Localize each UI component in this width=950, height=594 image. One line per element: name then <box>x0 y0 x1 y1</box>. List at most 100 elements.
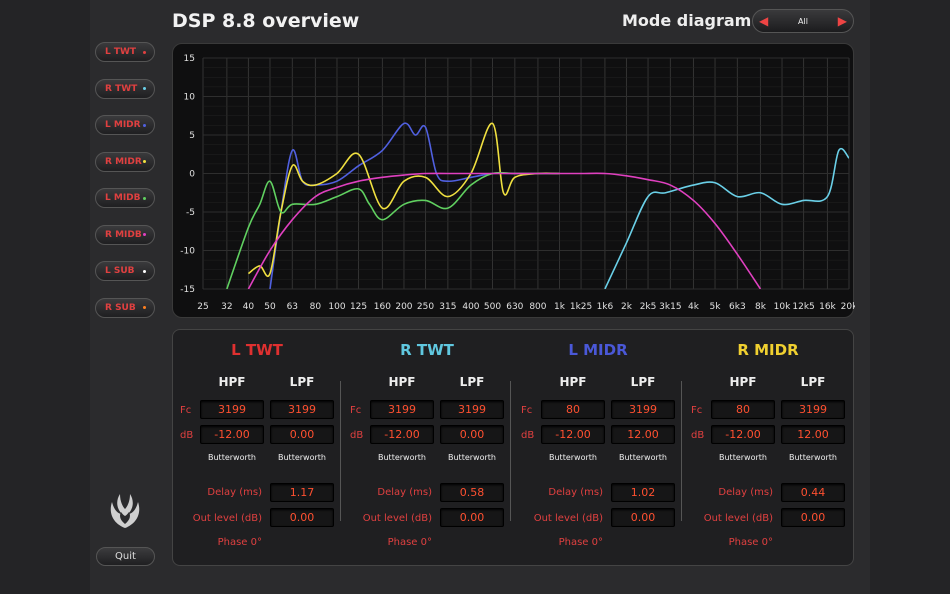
channel-button-label: L MIDB <box>105 193 141 203</box>
x-tick-label: 20k <box>841 302 855 312</box>
panel-divider <box>340 381 341 521</box>
y-tick-label: -5 <box>186 208 195 218</box>
hpf-filter-type[interactable]: Butterworth <box>549 453 597 462</box>
delay-field[interactable]: 1.02 <box>611 483 675 502</box>
channel-button-label: L SUB <box>105 266 135 276</box>
next-mode-icon[interactable]: ▶ <box>837 14 847 28</box>
prev-mode-icon[interactable]: ◀ <box>759 14 769 28</box>
response-curve <box>269 122 560 289</box>
right-backdrop <box>870 0 950 594</box>
hpf-fc-field[interactable]: 3199 <box>370 400 434 419</box>
lpf-db-field[interactable]: 0.00 <box>270 425 334 444</box>
hpf-fc-field[interactable]: 80 <box>541 400 605 419</box>
channel-button-l-twt[interactable]: L TWT <box>95 42 155 62</box>
lpf-fc-field[interactable]: 3199 <box>781 400 845 419</box>
channel-column: R TWT HPF LPF Fc dB 3199 3199 -12.00 0.00 Butterw… <box>342 329 512 566</box>
x-tick-label: 1k <box>554 302 566 312</box>
lpf-db-field[interactable]: 12.00 <box>611 425 675 444</box>
phase-label[interactable]: Phase 0° <box>728 537 773 548</box>
x-tick-label: 12k5 <box>792 302 814 312</box>
x-tick-label: 315 <box>439 302 456 312</box>
delay-field[interactable]: 1.17 <box>270 483 334 502</box>
delay-field[interactable]: 0.44 <box>781 483 845 502</box>
hpf-db-field[interactable]: -12.00 <box>541 425 605 444</box>
y-tick-label: -10 <box>180 247 195 257</box>
out-level-field[interactable]: 0.00 <box>781 508 845 527</box>
x-tick-label: 250 <box>417 302 434 312</box>
channel-indicator-dot <box>143 123 146 127</box>
channel-indicator-dot <box>143 160 146 163</box>
hpf-filter-type[interactable]: Butterworth <box>378 453 426 462</box>
hpf-db-field[interactable]: -12.00 <box>711 425 775 444</box>
lpf-db-field[interactable]: 12.00 <box>781 425 845 444</box>
channel-button-r-midr[interactable]: R MIDR <box>95 151 155 172</box>
phase-label[interactable]: Phase 0° <box>558 537 603 548</box>
hpf-fc-field[interactable]: 3199 <box>200 400 264 419</box>
x-tick-label: 200 <box>395 302 412 312</box>
x-tick-label: 32 <box>221 302 232 312</box>
lpf-filter-type[interactable]: Butterworth <box>789 453 837 462</box>
hpf-db-field[interactable]: -12.00 <box>370 425 434 444</box>
out-level-label: Out level (dB) <box>533 513 603 524</box>
phoenix-logo-icon <box>110 494 140 528</box>
hpf-db-field[interactable]: -12.00 <box>200 425 264 444</box>
response-curve <box>226 171 560 289</box>
quit-button[interactable]: Quit <box>96 547 155 566</box>
lpf-db-field[interactable]: 0.00 <box>440 425 504 444</box>
channel-title: R MIDR <box>737 341 799 359</box>
out-level-field[interactable]: 0.00 <box>440 508 504 527</box>
x-tick-label: 4k <box>688 302 700 312</box>
channel-title: L TWT <box>231 341 283 359</box>
phase-label[interactable]: Phase 0° <box>217 537 262 548</box>
lpf-filter-type[interactable]: Butterworth <box>448 453 496 462</box>
delay-field[interactable]: 0.58 <box>440 483 504 502</box>
db-label: dB <box>691 430 705 441</box>
response-curve <box>247 172 762 289</box>
channel-button-label: R TWT <box>105 83 138 94</box>
y-tick-label: 10 <box>184 93 196 103</box>
hpf-filter-type[interactable]: Butterworth <box>719 453 767 462</box>
y-tick-label: 15 <box>184 54 195 64</box>
lpf-header: LPF <box>800 375 826 389</box>
channel-button-l-sub[interactable]: L SUB <box>95 261 155 281</box>
delay-label: Delay (ms) <box>718 487 773 498</box>
lpf-filter-type[interactable]: Butterworth <box>278 453 326 462</box>
panel-divider <box>510 381 511 521</box>
channel-indicator-dot <box>143 87 146 90</box>
lpf-fc-field[interactable]: 3199 <box>440 400 504 419</box>
x-tick-label: 100 <box>328 302 345 312</box>
delay-label: Delay (ms) <box>207 487 262 498</box>
db-label: dB <box>350 430 364 441</box>
phase-label[interactable]: Phase 0° <box>387 537 432 548</box>
fc-label: Fc <box>350 405 362 416</box>
hpf-header: HPF <box>218 375 246 389</box>
hpf-filter-type[interactable]: Butterworth <box>208 453 256 462</box>
channel-indicator-dot <box>143 50 146 54</box>
mode-diagram-label: Mode diagram <box>622 11 752 30</box>
channel-button-label: R MIDB <box>105 229 142 240</box>
channel-button-l-midb[interactable]: L MIDB <box>95 188 155 208</box>
x-tick-label: 160 <box>374 302 391 312</box>
channel-button-r-sub[interactable]: R SUB <box>95 297 155 318</box>
lpf-header: LPF <box>630 375 656 389</box>
mode-selector[interactable]: ◀ All ▶ <box>752 9 854 33</box>
out-level-field[interactable]: 0.00 <box>270 508 334 527</box>
channel-button-r-twt[interactable]: R TWT <box>95 78 155 99</box>
lpf-fc-field[interactable]: 3199 <box>270 400 334 419</box>
channel-column: L TWT HPF LPF Fc dB 3199 3199 -12.00 0.00 Butterw… <box>172 329 342 566</box>
channel-button-label: R SUB <box>105 302 136 313</box>
channel-indicator-dot <box>143 196 146 200</box>
hpf-fc-field[interactable]: 80 <box>711 400 775 419</box>
lpf-fc-field[interactable]: 3199 <box>611 400 675 419</box>
y-tick-label: 0 <box>189 170 195 180</box>
channel-indicator-dot <box>143 233 146 236</box>
channel-button-l-midr[interactable]: L MIDR <box>95 115 155 135</box>
channel-button-r-midb[interactable]: R MIDB <box>95 224 155 245</box>
db-label: dB <box>180 430 194 441</box>
channel-title: R TWT <box>400 341 454 359</box>
lpf-filter-type[interactable]: Butterworth <box>619 453 667 462</box>
x-tick-label: 125 <box>350 302 367 312</box>
channel-title: L MIDR <box>568 341 628 359</box>
out-level-field[interactable]: 0.00 <box>611 508 675 527</box>
channel-indicator-dot <box>143 306 146 309</box>
